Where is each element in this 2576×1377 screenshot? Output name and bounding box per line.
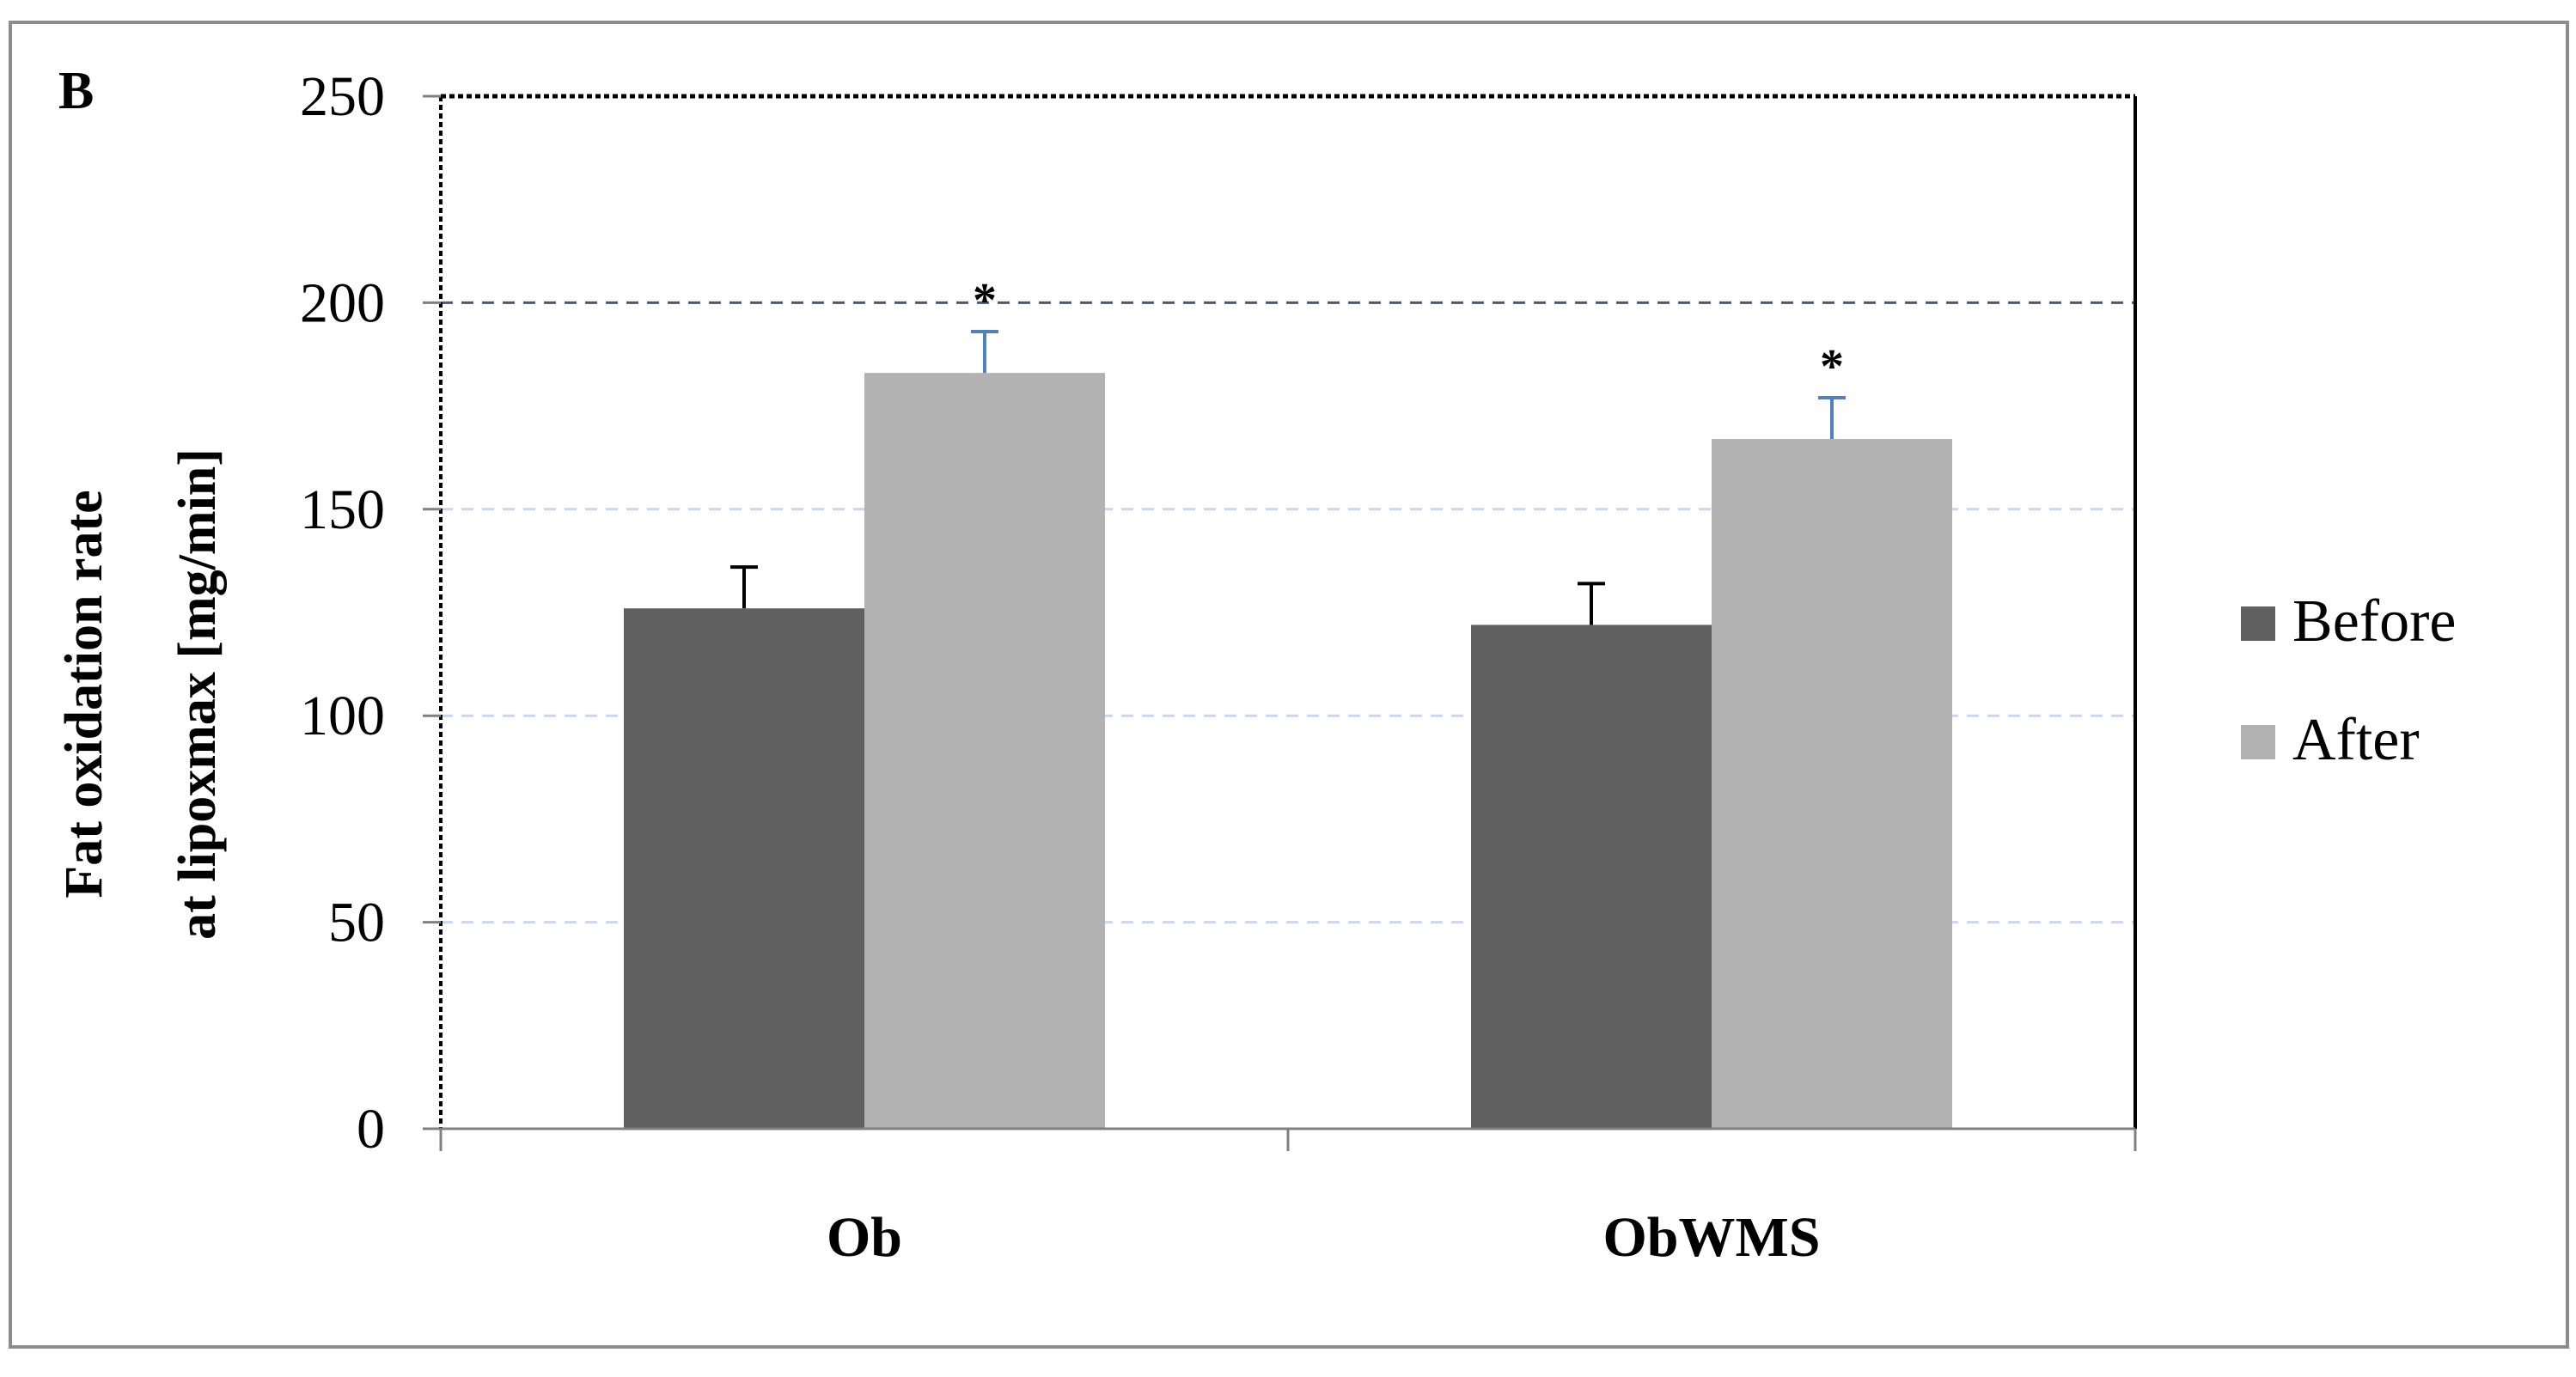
significance-marker-ob: * — [973, 274, 997, 327]
y-tick-label-0: 0 — [357, 1098, 385, 1161]
legend: Before After — [2241, 588, 2456, 773]
figure-border — [9, 21, 2569, 1349]
legend-swatch-before — [2241, 606, 2275, 641]
x-tick-label-ob: Ob — [827, 1206, 902, 1269]
y-tick-labels: 0 50 100 150 200 250 — [300, 65, 441, 1161]
y-tick-label-50: 50 — [328, 892, 385, 954]
y-axis-title-line-1: Fat oxidation rate — [55, 490, 113, 898]
bars: ** — [624, 274, 1952, 1130]
bar-after-obwms — [1712, 439, 1952, 1130]
legend-swatch-after — [2241, 725, 2275, 759]
y-tick-label-150: 150 — [300, 478, 385, 541]
bar-before-obwms — [1471, 625, 1712, 1129]
bar-after-ob — [864, 373, 1105, 1129]
bar-before-ob — [624, 608, 864, 1129]
significance-marker-obwms: * — [1820, 340, 1844, 393]
y-tick-label-250: 250 — [300, 65, 385, 128]
x-tick-label-obwms: ObWMS — [1602, 1206, 1820, 1269]
y-tick-label-200: 200 — [300, 271, 385, 334]
y-axis-title: Fat oxidation rate at lipoxmax [mg/min] — [55, 448, 227, 940]
panel-label: B — [58, 62, 94, 120]
legend-label-after: After — [2292, 707, 2420, 773]
legend-label-before: Before — [2292, 588, 2456, 655]
y-axis-title-line-2: at lipoxmax [mg/min] — [168, 448, 227, 940]
x-tick-labels: Ob ObWMS — [439, 1129, 2137, 1269]
y-tick-label-100: 100 — [300, 685, 385, 747]
